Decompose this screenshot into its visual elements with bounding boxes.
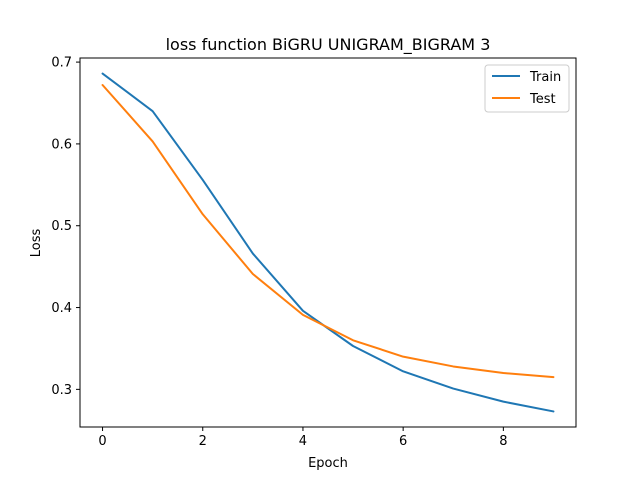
- x-tick-label: 2: [199, 434, 207, 449]
- plot-area-frame: [79, 57, 577, 428]
- series-layer: [101, 72, 555, 413]
- series-line-test: [101, 84, 555, 379]
- y-axis-label: Loss: [29, 229, 44, 258]
- legend-label-test: Test: [529, 92, 556, 107]
- chart-title: loss function BiGRU UNIGRAM_BIGRAM 3: [166, 35, 491, 55]
- y-tick-label: 0.7: [51, 56, 72, 71]
- legend-label-train: Train: [529, 70, 561, 85]
- y-tick-label: 0.5: [51, 219, 72, 234]
- x-tick-label: 8: [499, 434, 507, 449]
- x-tick-label: 4: [299, 434, 307, 449]
- x-axis-label: Epoch: [308, 456, 348, 471]
- tick-layer: 0 2 4 6 8 0.3 0.4 0.5 0.6 0.7: [51, 56, 507, 449]
- y-tick-label: 0.6: [51, 137, 72, 152]
- y-tick-label: 0.4: [51, 301, 72, 316]
- x-tick-label: 6: [399, 434, 407, 449]
- y-tick-label: 0.3: [51, 383, 72, 398]
- x-tick-label: 0: [98, 434, 106, 449]
- legend: Train Test: [484, 64, 570, 113]
